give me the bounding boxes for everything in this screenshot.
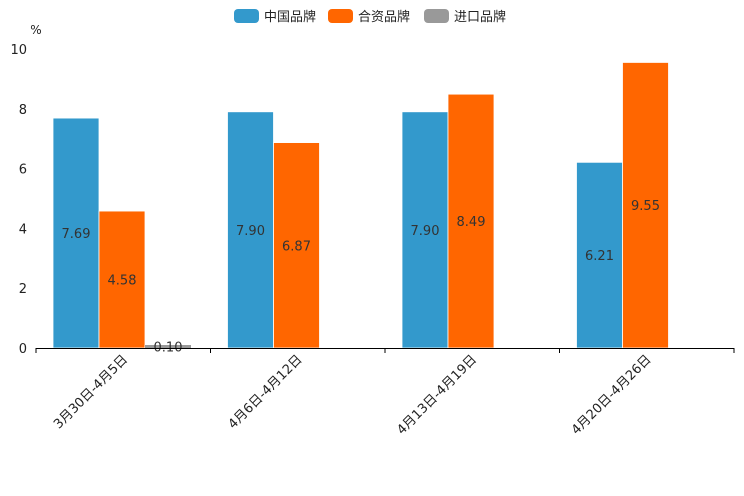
bar <box>98 210 146 349</box>
legend-label: 进口品牌 <box>454 9 506 25</box>
bars <box>52 62 669 349</box>
legend-label: 合资品牌 <box>358 9 410 25</box>
bar <box>447 93 495 349</box>
x-tick-label: 3月30日-4月5日 <box>51 352 131 432</box>
x-axis: 3月30日-4月5日 4月6日-4月12日 4月13日-4月19日 4月20日-4月2… <box>35 348 735 438</box>
y-tick-label: 0 <box>19 342 27 357</box>
legend: 中国品牌 合资品牌 进口品牌 <box>234 9 506 25</box>
y-tick-label: 8 <box>19 103 27 118</box>
data-label: 8.49 <box>457 215 486 230</box>
x-tick-label: 4月13日-4月19日 <box>394 352 480 438</box>
data-label: 9.55 <box>631 199 660 214</box>
y-tick-label: 4 <box>19 222 27 237</box>
legend-label: 中国品牌 <box>264 9 316 25</box>
bar-base-marker <box>145 345 191 348</box>
data-label: 7.90 <box>236 224 265 239</box>
data-label: 7.69 <box>62 227 91 242</box>
y-unit-label: % <box>30 23 41 37</box>
bar <box>576 161 623 349</box>
bar <box>52 117 100 349</box>
legend-swatch <box>328 9 353 23</box>
legend-swatch <box>424 9 449 23</box>
data-label: 4.58 <box>108 274 137 289</box>
y-axis: 0 2 4 6 8 10 <box>10 43 27 357</box>
x-tick-label: 4月20日-4月26日 <box>569 352 655 438</box>
data-label: 6.21 <box>585 249 614 264</box>
data-label: 6.87 <box>282 239 311 254</box>
legend-swatch <box>234 9 259 23</box>
y-tick-label: 10 <box>10 43 27 58</box>
x-tick-label: 4月6日-4月12日 <box>226 352 306 432</box>
bar <box>273 142 320 349</box>
y-tick-label: 6 <box>19 163 27 178</box>
data-label: 7.90 <box>411 224 440 239</box>
data-labels: 7.694.580.107.906.877.908.496.219.55 <box>62 199 660 355</box>
y-tick-label: 2 <box>19 282 27 297</box>
bar <box>227 111 274 349</box>
